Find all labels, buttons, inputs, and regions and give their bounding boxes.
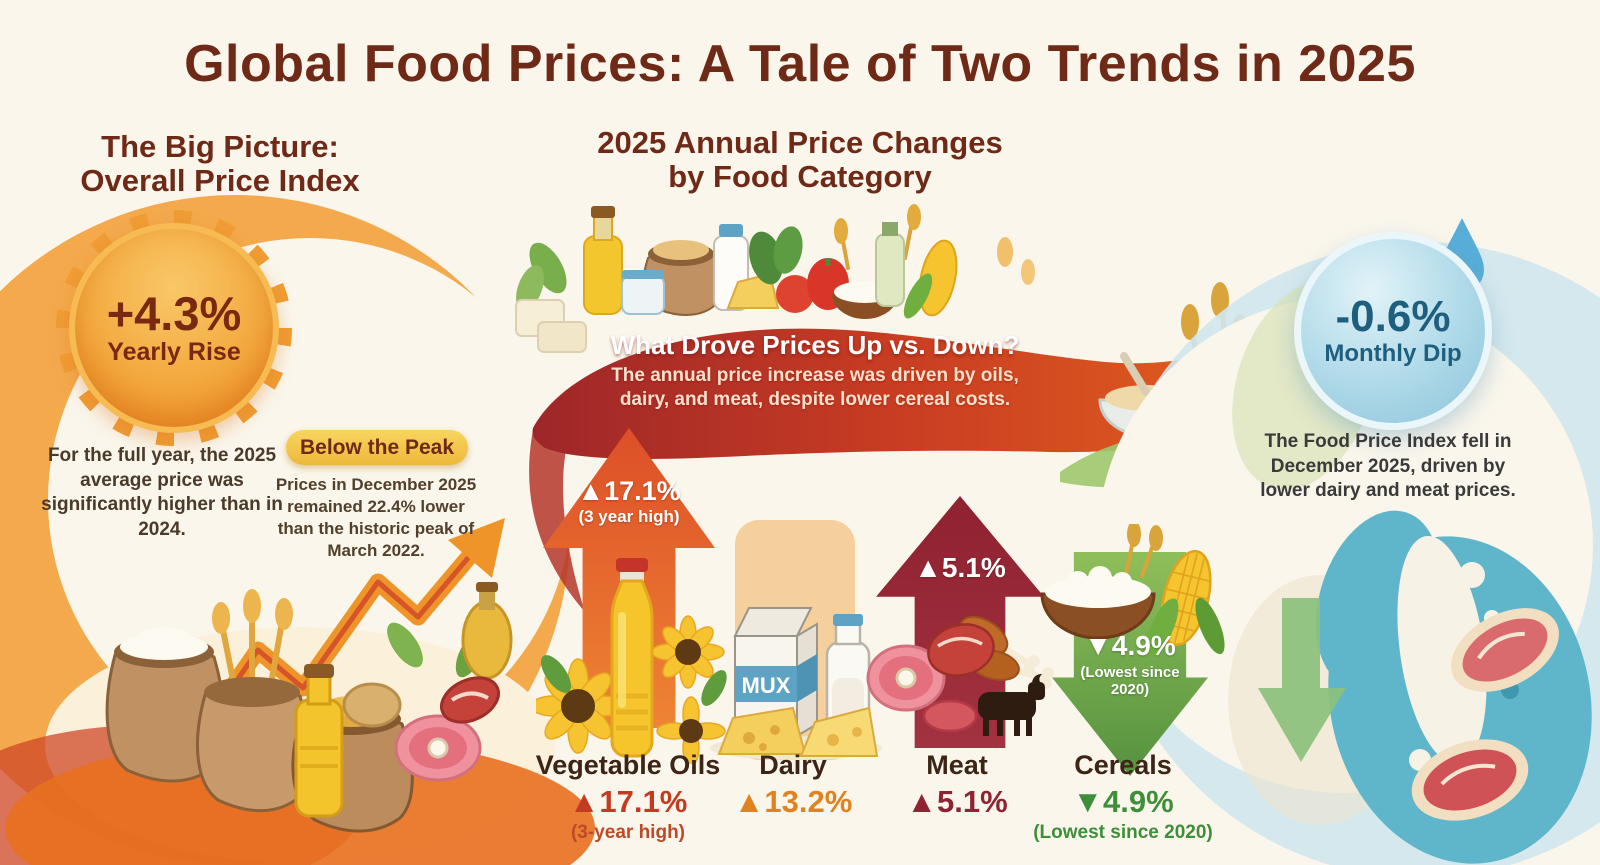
big-picture-heading-line2: Overall Price Index [80, 163, 360, 199]
meat-slice-icon [922, 699, 978, 733]
yearly-rise-label: Yearly Rise [107, 338, 241, 367]
page-title: Global Food Prices: A Tale of Two Trends… [184, 35, 1416, 93]
olive-oil-bottle [583, 206, 623, 315]
down-trend-arrow [1258, 598, 1346, 762]
potato [342, 682, 402, 728]
cereals-illustration [1040, 524, 1225, 658]
ham-icon [866, 644, 946, 712]
ribbon-subtitle: The annual price increase was driven by … [611, 365, 1019, 410]
ribbon-title: What Drove Prices Up vs. Down? [610, 330, 1020, 360]
cheese-wedges-icon [717, 706, 879, 757]
category-heading-line1: 2025 Annual Price Changes [597, 125, 1003, 160]
meat-change: ▲5.1% [906, 784, 1008, 819]
big-picture-heading-line1: The Big Picture: [101, 129, 339, 164]
label-dairy: Dairy ▲13.2% [693, 750, 893, 820]
cereals-name: Cereals [1074, 750, 1172, 780]
monthly-dip-note: The Food Price Index fell in December 20… [1260, 431, 1516, 502]
corn-icon [1145, 549, 1225, 658]
full-year-note: For the full year, the 2025 average pric… [41, 445, 283, 541]
wheat-sack [196, 589, 312, 813]
meat-arrow-value: ▲5.1% [914, 552, 1006, 583]
monthly-dip-value: -0.6% [1335, 291, 1451, 341]
yearly-rise-value: +4.3% [106, 286, 242, 340]
rising-price-illustration [105, 518, 513, 833]
tomato [776, 275, 814, 313]
falling-meat [1411, 608, 1559, 821]
milk-carton-label: MUX [742, 673, 791, 698]
corn-top [903, 239, 958, 319]
arrowhead [448, 518, 505, 578]
cereals-arrow-text: ▼4.9% (Lowest since 2020) [1052, 630, 1208, 699]
food-cluster [515, 204, 1035, 353]
cow-silhouette-icon [978, 674, 1045, 736]
vegetable-oils-note: (3-year high) [570, 822, 686, 843]
vegetable-oils-arrow-text: ▲17.1% (3 year high) [543, 476, 715, 527]
cereals-note: (Lowest since 2020) [1033, 822, 1213, 843]
dairy-name: Dairy [759, 750, 827, 780]
cereals-change: ▼4.9% [1072, 784, 1174, 819]
vegetable-oils-illustration [536, 558, 727, 764]
oil-bottle-small [294, 664, 344, 818]
vegetable-oils-arrow-value: ▲17.1% [577, 476, 681, 506]
monthly-dip-label: Monthly Dip [1324, 340, 1462, 368]
below-peak-note: Prices in December 2025 remained 22.4% l… [275, 475, 477, 561]
category-heading-line2: by Food Category [668, 159, 932, 195]
sunflower-oil-bottle-icon [610, 558, 654, 758]
monthly-dip-bubble: -0.6% Monthly Dip [1294, 232, 1492, 430]
vegetable-oils-change: ▲17.1% [568, 784, 688, 819]
vegetable-oils-arrow-note: (3 year high) [578, 507, 680, 526]
big-picture-heading: The Big Picture: Overall Price Index [40, 129, 400, 199]
steak-icon [927, 623, 995, 677]
meat-illustration [866, 615, 1054, 736]
cereals-arrow-note: (Lowest since 2020) [1080, 664, 1180, 699]
dairy-illustration: MUX [710, 607, 882, 760]
right-blue-swirl [1097, 218, 1600, 865]
vegetable-oils-name: Vegetable Oils [535, 750, 721, 780]
label-vegetable-oils: Vegetable Oils ▲17.1% (3-year high) [528, 750, 728, 844]
yearly-rise-sun-badge: +4.3% Yearly Rise [56, 210, 292, 446]
ribbon-banner [529, 328, 1268, 612]
label-meat: Meat ▲5.1% [857, 750, 1057, 820]
category-heading: 2025 Annual Price Changes by Food Catego… [560, 125, 1040, 195]
green-bottle [875, 222, 905, 307]
rice-bowl-icon [1040, 566, 1156, 640]
sun-badge-body: +4.3% Yearly Rise [69, 223, 279, 433]
dairy-change: ▲13.2% [733, 784, 853, 819]
meat-name: Meat [926, 750, 988, 780]
meat-pieces [394, 676, 500, 782]
below-peak-badge: Below the Peak [286, 430, 468, 465]
cereals-arrow-value: ▼4.9% [1084, 630, 1176, 661]
label-cereals: Cereals ▼4.9% (Lowest since 2020) [1011, 750, 1235, 844]
glass-jar [621, 270, 665, 315]
